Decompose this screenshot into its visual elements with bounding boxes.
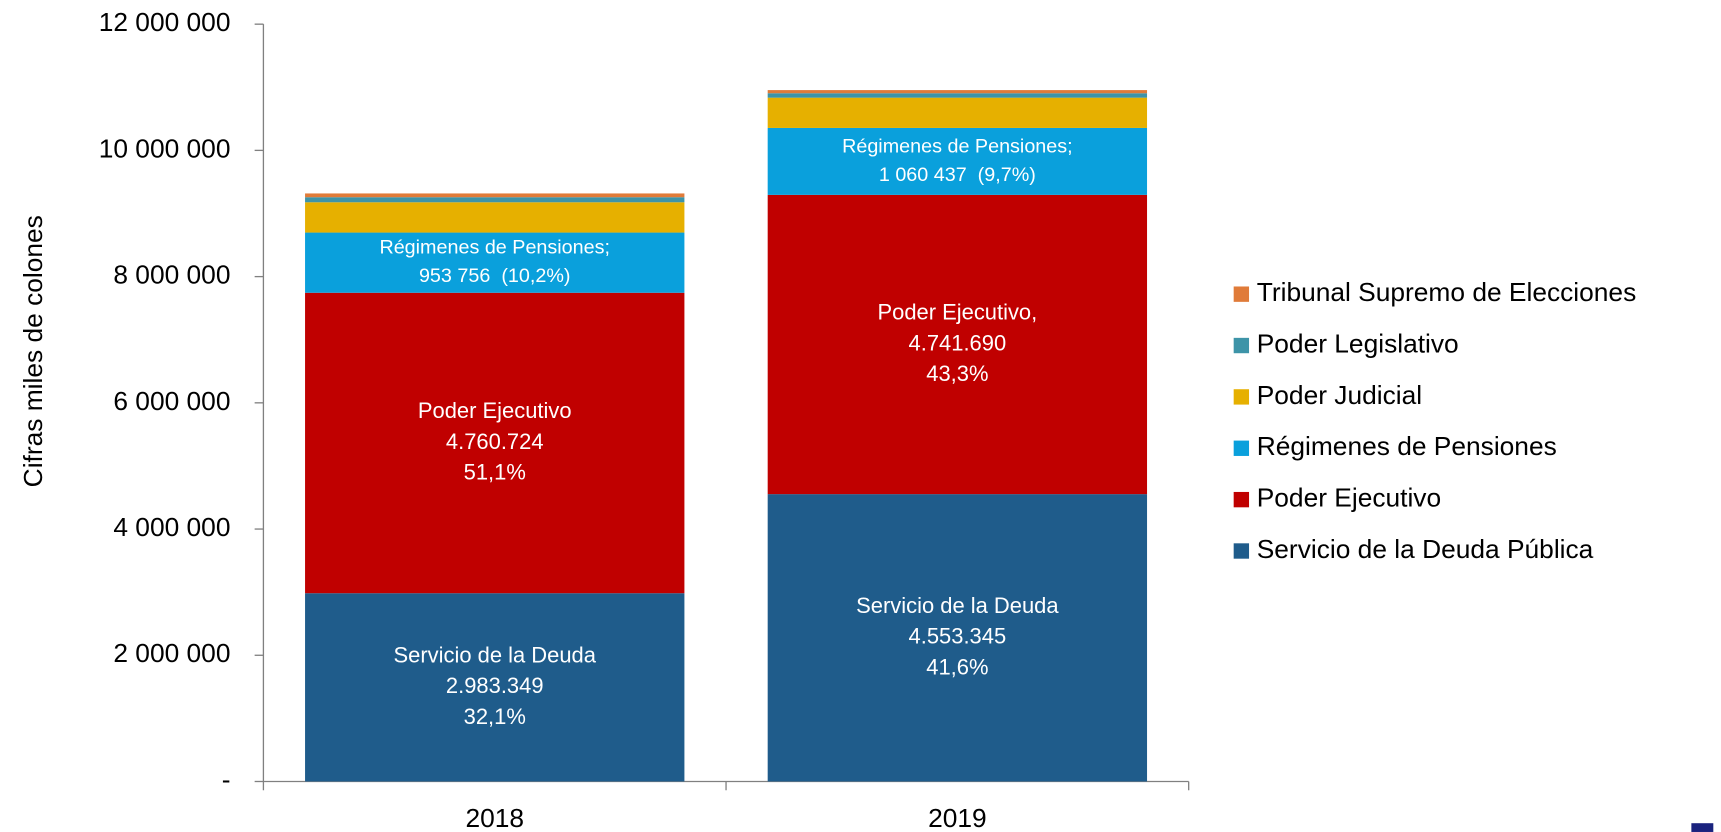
bar-segment: [305, 202, 685, 233]
data-label: Servicio de la Deuda: [856, 593, 1059, 618]
legend-label: Servicio de la Deuda Pública: [1257, 534, 1594, 564]
corner-mark: [1691, 823, 1714, 832]
legend-swatch: [1233, 543, 1250, 559]
y-tick-label: 12 000 000: [99, 7, 231, 37]
bar-segment: [767, 127, 1148, 195]
data-label: 4.741.690: [909, 330, 1007, 355]
legend-label: Poder Ejecutivo: [1257, 483, 1441, 513]
bar-segment: [305, 197, 685, 203]
legend-swatch: [1233, 286, 1250, 302]
data-label: Régimenes de Pensiones;: [379, 237, 610, 259]
bar-segment: [767, 194, 1148, 495]
y-tick-label: 10 000 000: [99, 133, 231, 163]
bar-segment: [305, 593, 685, 782]
legend-swatch: [1233, 491, 1250, 508]
x-tick-label: 2018: [465, 803, 524, 832]
data-label: 51,1%: [464, 460, 526, 485]
legend-label: Tribunal Supremo de Elecciones: [1257, 277, 1637, 307]
bar-segment: [305, 232, 685, 293]
y-axis-title: Cifras miles de colones: [18, 215, 48, 487]
y-tick-label: -: [222, 764, 231, 794]
data-label: 4.553.345: [909, 624, 1007, 649]
legend-swatch: [1233, 440, 1250, 456]
legend-swatch: [1233, 337, 1250, 354]
bar-segment: [305, 193, 685, 198]
y-tick-label: 4 000 000: [113, 512, 230, 542]
data-label: 2.983.349: [446, 673, 544, 698]
data-label: 953 756 (10,2%): [419, 265, 571, 287]
bar-segment: [767, 93, 1148, 98]
data-label: 1 060 437 (9,7%): [879, 164, 1036, 186]
data-label: 4.760.724: [446, 429, 544, 454]
data-label: Servicio de la Deuda: [394, 642, 597, 667]
legend-swatch: [1233, 389, 1250, 405]
y-tick-label: 6 000 000: [113, 386, 230, 416]
bar-segment: [305, 292, 685, 594]
data-label: Régimenes de Pensiones;: [842, 135, 1073, 157]
y-tick-label: 8 000 000: [113, 260, 230, 290]
bar-segment: [767, 494, 1148, 782]
bar-segment: [767, 97, 1148, 128]
x-tick-label: 2019: [928, 803, 987, 832]
legend-label: Régimenes de Pensiones: [1257, 431, 1557, 461]
data-label: 43,3%: [926, 361, 988, 386]
data-label: 32,1%: [464, 704, 526, 729]
data-label: 41,6%: [926, 654, 988, 679]
legend-label: Poder Legislativo: [1257, 328, 1459, 358]
bar-segment: [767, 90, 1148, 94]
data-label: Poder Ejecutivo: [418, 398, 572, 423]
data-label: Poder Ejecutivo,: [877, 300, 1037, 325]
legend-label: Poder Judicial: [1257, 380, 1422, 410]
y-tick-label: 2 000 000: [113, 638, 230, 668]
